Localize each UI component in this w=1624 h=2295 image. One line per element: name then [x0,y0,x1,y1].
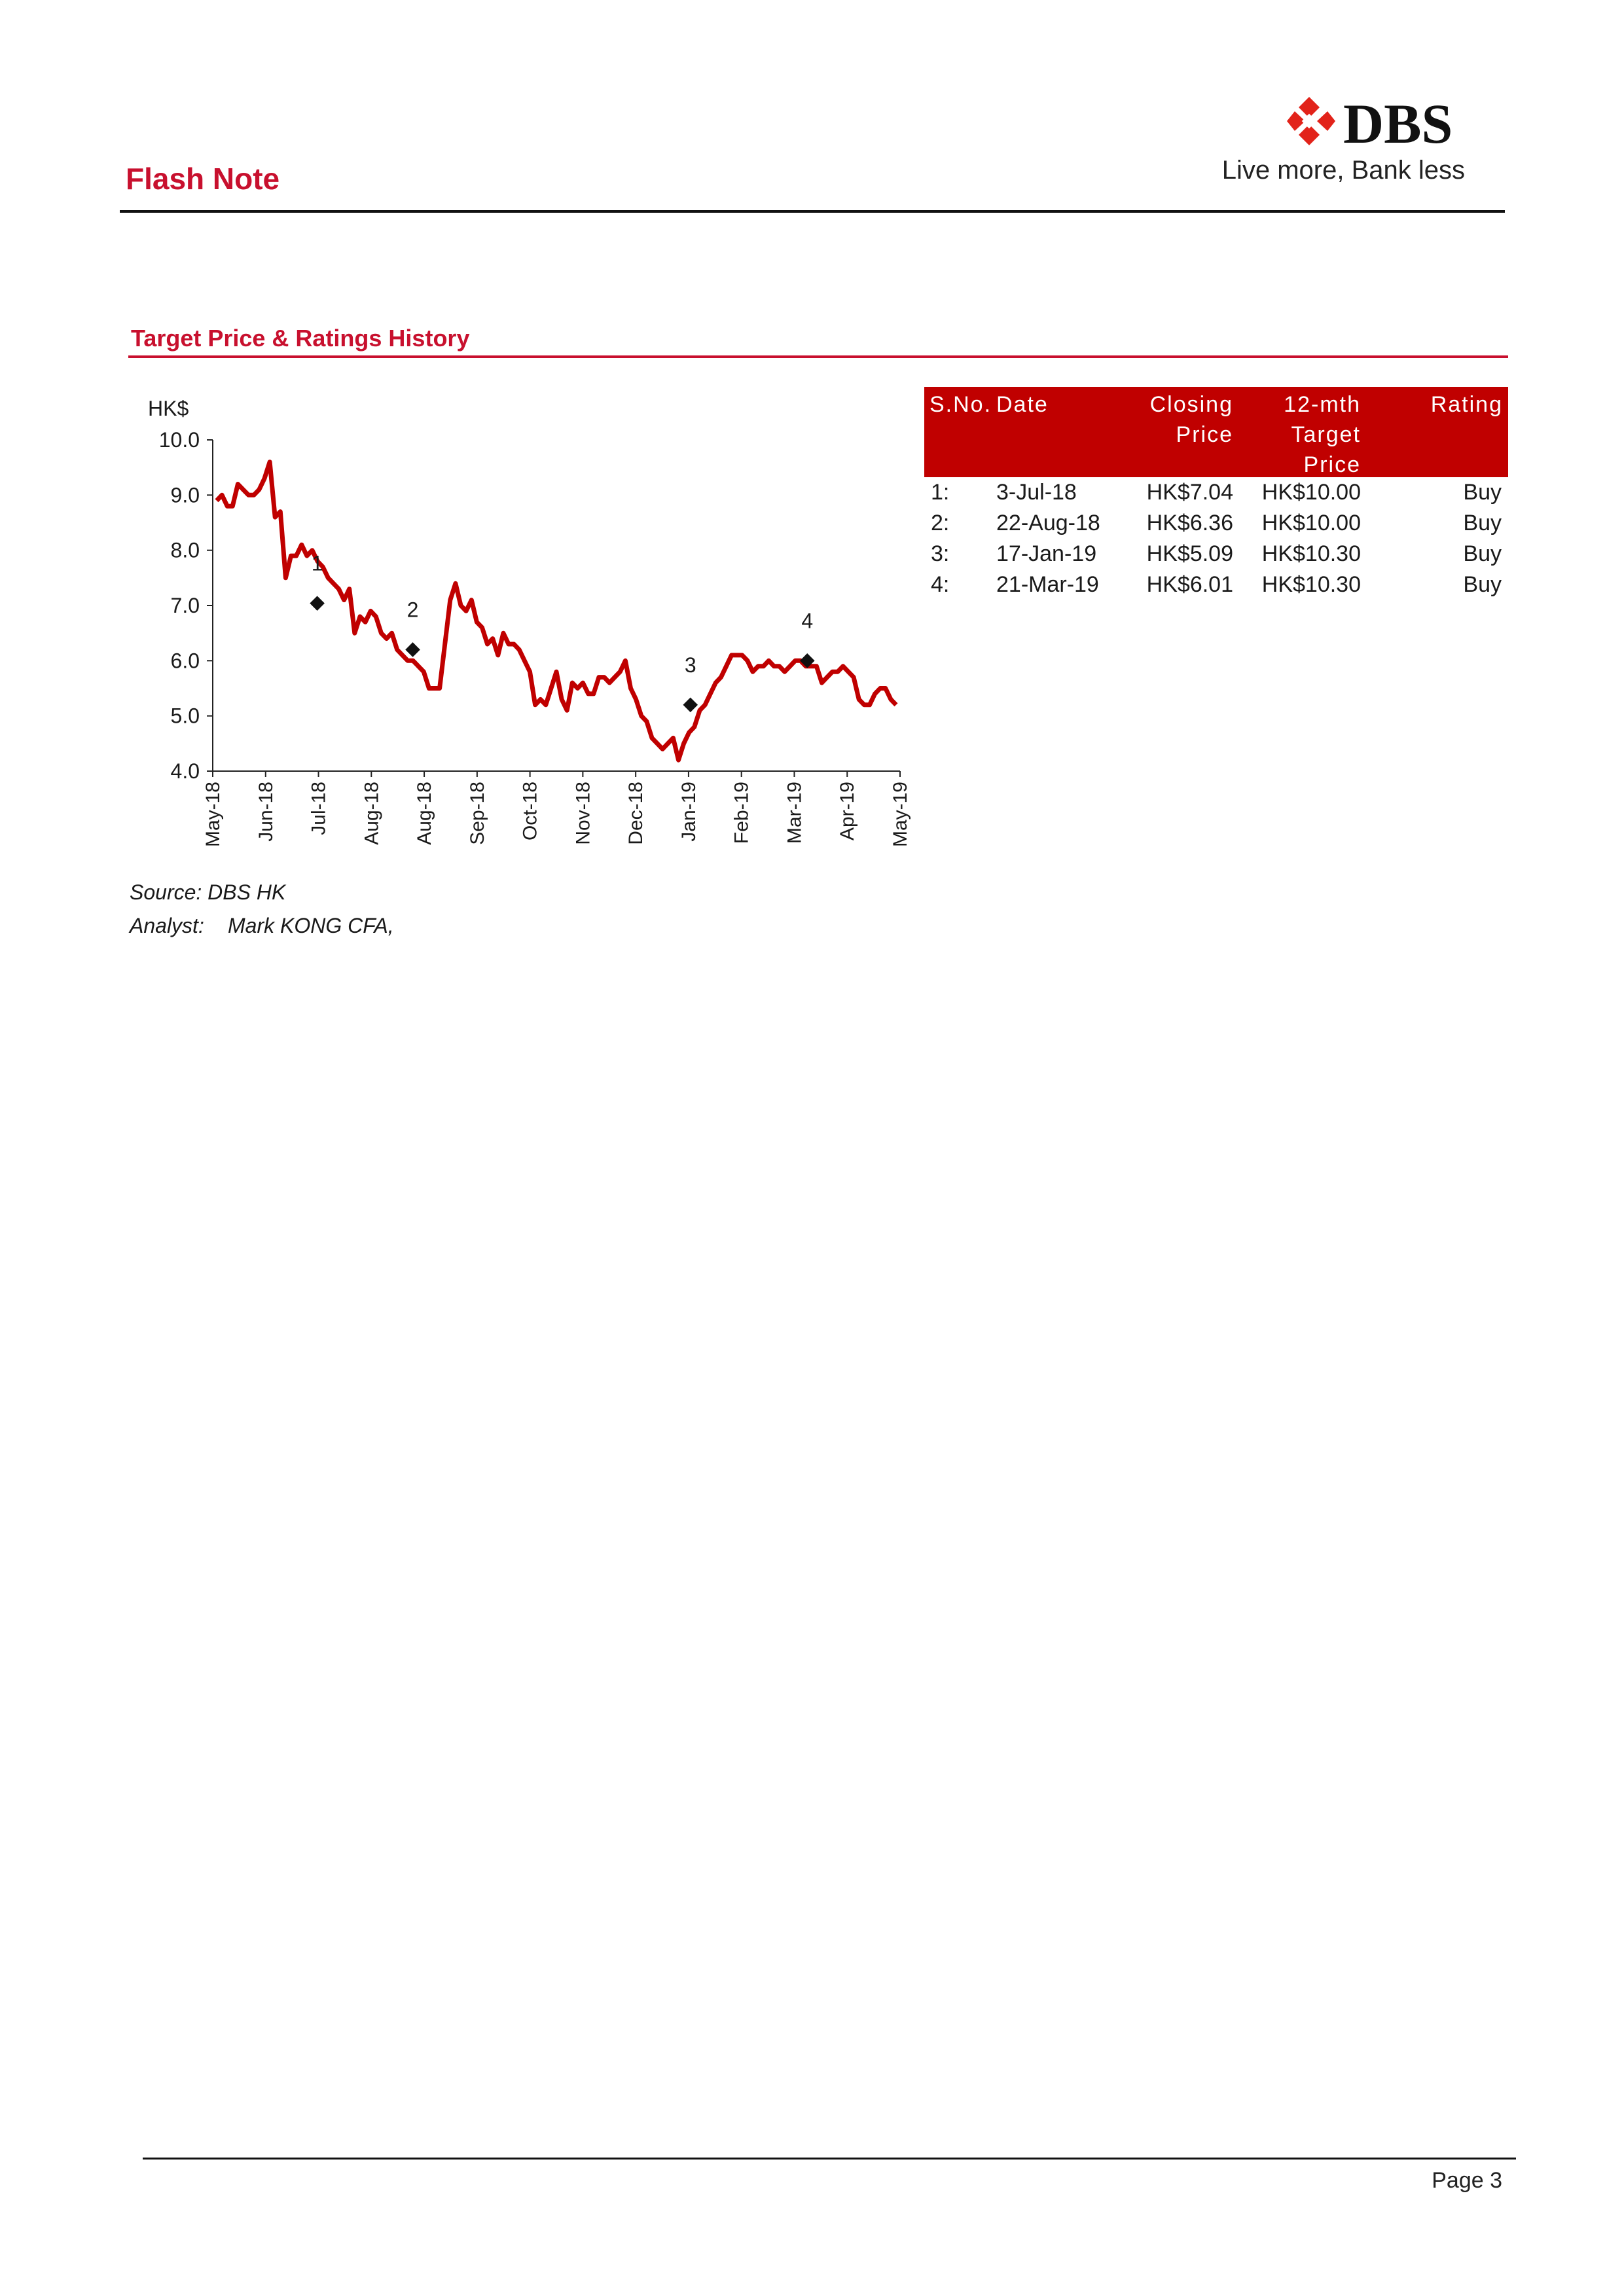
table-row: 4: 21-Mar-19 HK$6.01 HK$10.30 Buy [924,569,1508,600]
section-title: Target Price & Ratings History [131,325,470,352]
header-closing-2: Price [1176,422,1233,447]
x-tick-label: Feb-19 [731,782,753,844]
row-rating: Buy [1463,480,1502,505]
header-divider [120,210,1505,213]
row-rating: Buy [1463,572,1502,597]
x-tick-label: May-18 [202,782,224,847]
x-tick-label: Dec-18 [625,782,647,845]
page-number: Page 3 [1432,2168,1502,2193]
rating-marker-diamond [405,642,420,657]
y-tick-label: 9.0 [171,483,200,507]
rating-marker-diamond [799,653,815,668]
section-divider [128,355,1508,358]
header-closing-1: Closing [1149,392,1233,417]
row-date: 17-Jan-19 [996,541,1097,566]
price-history-chart: HK$ 4.0 5.0 6.0 7.0 8.0 9.0 10.0 May-18 Jun-18 J… [148,397,911,847]
page-title: Flash Note [126,162,280,196]
row-target: HK$10.00 [1261,511,1361,535]
row-closing: HK$5.09 [1146,541,1233,566]
rating-marker-diamond [310,596,325,611]
header-date: Date [996,392,1049,417]
rating-marker-diamond [683,697,698,713]
row-date: 21-Mar-19 [996,572,1099,597]
analyst-note: Analyst: Mark KONG CFA, [130,914,394,938]
tagline: Live more, Bank less [1221,156,1465,185]
rating-marker-label: 2 [407,598,419,621]
y-tick-label: 6.0 [171,649,200,672]
y-tick-label: 4.0 [171,759,200,783]
x-tick-label: Mar-19 [784,782,805,844]
header-sno: S.No. [929,392,992,417]
row-closing: HK$7.04 [1146,480,1233,505]
source-note: Source: DBS HK [130,880,286,904]
row-target: HK$10.00 [1261,480,1361,505]
table-row: 3: 17-Jan-19 HK$5.09 HK$10.30 Buy [924,539,1508,569]
row-sno: 2: [931,511,950,535]
dbs-star-icon [1287,97,1335,145]
x-axis-ticks: May-18 Jun-18 Jul-18 Aug-18 Aug-18 Sep-18 Oct-… [202,771,911,847]
dbs-logo: DBS [1287,92,1453,151]
row-sno: 4: [931,572,950,597]
header-target-2: Target [1291,422,1361,447]
x-tick-label: Aug-18 [414,782,435,845]
x-tick-label: Sep-18 [467,782,488,845]
x-tick-label: May-19 [890,782,911,847]
table-row: 2: 22-Aug-18 HK$6.36 HK$10.00 Buy [924,508,1508,539]
row-target: HK$10.30 [1261,572,1361,597]
dbs-wordmark: DBS [1343,92,1453,151]
rating-marker-label: 1 [312,552,323,575]
y-tick-label: 7.0 [171,594,200,617]
row-rating: Buy [1463,511,1502,535]
x-tick-label: Jan-19 [678,782,700,842]
x-tick-label: Jun-18 [255,782,277,842]
y-tick-label: 10.0 [159,428,200,452]
y-tick-label: 8.0 [171,539,200,562]
table-row: 1: 3-Jul-18 HK$7.04 HK$10.00 Buy [924,477,1508,508]
row-sno: 1: [931,480,950,505]
y-axis-label: HK$ [148,397,189,420]
row-date: 3-Jul-18 [996,480,1077,505]
analyst-name: Mark KONG CFA, [228,914,394,937]
footer-divider [143,2158,1516,2159]
ratings-table: S.No. Date Closing Price 12-mth Target P… [924,387,1508,600]
x-tick-label: Oct-18 [520,782,541,840]
analyst-label: Analyst: [130,914,204,937]
price-series-line [215,460,898,763]
x-tick-label: Aug-18 [361,782,382,845]
rating-marker-label: 3 [685,653,696,677]
header-target-3: Price [1303,452,1361,477]
y-tick-label: 5.0 [171,704,200,728]
row-closing: HK$6.01 [1146,572,1233,597]
x-tick-label: Jul-18 [308,782,330,835]
rating-marker-label: 4 [801,609,813,632]
row-rating: Buy [1463,541,1502,566]
row-sno: 3: [931,541,950,566]
table-header: S.No. Date Closing Price 12-mth Target P… [924,387,1508,477]
y-axis-ticks: 4.0 5.0 6.0 7.0 8.0 9.0 10.0 [159,428,213,783]
row-target: HK$10.30 [1261,541,1361,566]
header-target-1: 12-mth [1284,392,1361,417]
header-rating: Rating [1430,392,1503,417]
rating-markers: 1 2 3 4 [310,552,815,713]
row-date: 22-Aug-18 [996,511,1100,535]
x-tick-label: Apr-19 [837,782,858,840]
x-tick-label: Nov-18 [572,782,594,845]
row-closing: HK$6.36 [1146,511,1233,535]
